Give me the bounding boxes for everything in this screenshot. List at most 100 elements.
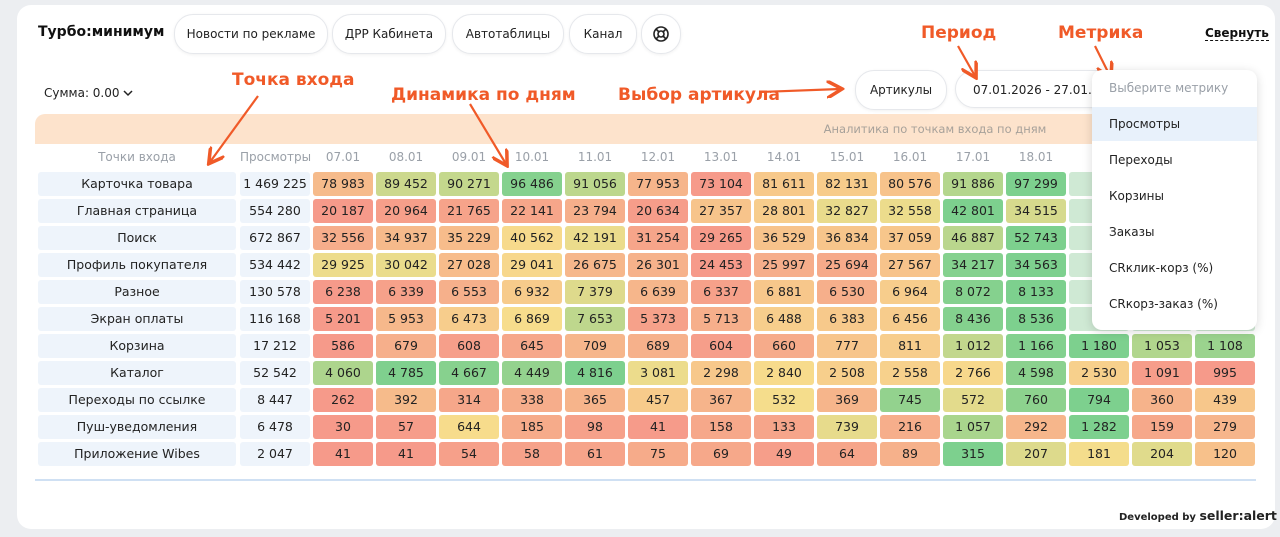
heat-cell: 185 [502, 415, 562, 439]
heat-cell: 30 [313, 415, 373, 439]
heat-cell: 37 059 [880, 226, 940, 250]
heat-cell: 572 [943, 388, 1003, 412]
heat-cell: 61 [565, 442, 625, 466]
label-header: Точки входа [98, 150, 176, 164]
heat-cell: 133 [754, 415, 814, 439]
heat-cell: 8 536 [1006, 307, 1066, 331]
heat-cell: 367 [691, 388, 751, 412]
heat-cell: 41 [313, 442, 373, 466]
heat-cell: 54 [439, 442, 499, 466]
heat-cell: 75 [628, 442, 688, 466]
metric-option[interactable]: CRкорз-заказ (%) [1109, 297, 1218, 311]
heat-cell: 41 [628, 415, 688, 439]
heat-cell: 32 556 [313, 226, 373, 250]
heat-cell: 159 [1132, 415, 1192, 439]
heat-cell: 22 141 [502, 199, 562, 223]
date-header: 11.01 [577, 150, 613, 164]
metric-option[interactable]: CRклик-корз (%) [1109, 261, 1214, 275]
row-label: Каталог [38, 361, 236, 385]
nav-button[interactable]: Новости по рекламе [174, 14, 328, 54]
heat-cell: 97 299 [1006, 172, 1066, 196]
nav-button[interactable]: ДРР Кабинета [332, 14, 446, 54]
heat-cell: 58 [502, 442, 562, 466]
row-total: 130 578 [240, 280, 310, 304]
heat-cell: 57 [376, 415, 436, 439]
heat-cell: 5 713 [691, 307, 751, 331]
row-total: 6 478 [240, 415, 310, 439]
row-label: Поиск [38, 226, 236, 250]
support-button[interactable] [641, 14, 681, 54]
nav-button[interactable]: Канал [569, 14, 637, 54]
heat-cell: 586 [313, 334, 373, 358]
heat-cell: 644 [439, 415, 499, 439]
heat-cell: 81 611 [754, 172, 814, 196]
heat-cell: 23 794 [565, 199, 625, 223]
heat-cell: 40 562 [502, 226, 562, 250]
heat-cell: 207 [1006, 442, 1066, 466]
heat-cell: 6 869 [502, 307, 562, 331]
heat-cell: 314 [439, 388, 499, 412]
metric-option[interactable]: Просмотры [1092, 107, 1257, 141]
heat-cell: 96 486 [502, 172, 562, 196]
row-total: 17 212 [240, 334, 310, 358]
row-label: Корзина [38, 334, 236, 358]
group-header [35, 114, 1256, 144]
heat-cell: 1 053 [1132, 334, 1192, 358]
heat-cell: 6 337 [691, 280, 751, 304]
heat-cell: 5 953 [376, 307, 436, 331]
heat-cell: 679 [376, 334, 436, 358]
heat-cell: 24 453 [691, 253, 751, 277]
heat-cell: 98 [565, 415, 625, 439]
heat-cell: 6 964 [880, 280, 940, 304]
heat-cell: 41 [376, 442, 436, 466]
heat-cell: 28 801 [754, 199, 814, 223]
date-header: 09.01 [451, 150, 487, 164]
heat-cell: 20 634 [628, 199, 688, 223]
heat-cell: 20 187 [313, 199, 373, 223]
heat-cell: 89 [880, 442, 940, 466]
metric-option[interactable]: Переходы [1109, 153, 1173, 167]
support-icon [653, 26, 669, 42]
heat-cell: 52 743 [1006, 226, 1066, 250]
heat-cell: 369 [817, 388, 877, 412]
footer-credit: Developed by seller:alert [1119, 508, 1277, 523]
collapse-link[interactable]: Свернуть [1205, 26, 1269, 41]
heat-cell: 32 558 [880, 199, 940, 223]
metric-dropdown: Выберите метрику Просмотры Переходы Корзин… [1092, 70, 1257, 330]
heat-cell: 8 133 [1006, 280, 1066, 304]
annotation-period: Период [921, 23, 997, 43]
heat-cell: 64 [817, 442, 877, 466]
row-total: 1 469 225 [240, 172, 310, 196]
row-total: 8 447 [240, 388, 310, 412]
heat-cell: 3 081 [628, 361, 688, 385]
row-label: Карточка товара [38, 172, 236, 196]
heat-cell: 2 558 [880, 361, 940, 385]
heat-cell: 6 456 [880, 307, 940, 331]
heat-cell: 6 639 [628, 280, 688, 304]
heat-cell: 77 953 [628, 172, 688, 196]
row-total: 672 867 [240, 226, 310, 250]
heat-cell: 532 [754, 388, 814, 412]
brand: Турбо:минимум [38, 24, 165, 40]
heat-cell: 46 887 [943, 226, 1003, 250]
heat-cell: 292 [1006, 415, 1066, 439]
row-label: Разное [38, 280, 236, 304]
heat-cell: 20 964 [376, 199, 436, 223]
heat-cell: 2 298 [691, 361, 751, 385]
sum-select[interactable]: Сумма: 0.00 [44, 86, 133, 100]
date-header: 14.01 [766, 150, 802, 164]
row-total: 554 280 [240, 199, 310, 223]
heat-cell: 34 937 [376, 226, 436, 250]
heat-cell: 6 488 [754, 307, 814, 331]
articles-button[interactable]: Артикулы [855, 70, 947, 110]
metric-option[interactable]: Корзины [1109, 189, 1164, 203]
row-total: 534 442 [240, 253, 310, 277]
heat-cell: 31 254 [628, 226, 688, 250]
footer-brand: seller:alert [1199, 508, 1277, 523]
annotation-dynamics: Динамика по дням [391, 85, 576, 105]
nav-button[interactable]: Автотаблицы [452, 14, 564, 54]
chevron [123, 90, 133, 97]
heat-cell: 439 [1195, 388, 1255, 412]
heat-cell: 27 028 [439, 253, 499, 277]
metric-option[interactable]: Заказы [1109, 225, 1155, 239]
